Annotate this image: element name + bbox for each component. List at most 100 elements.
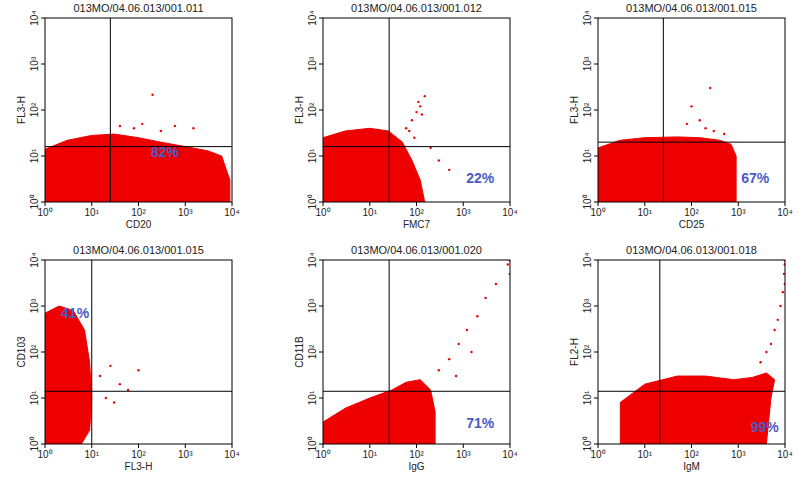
gate-line bbox=[659, 260, 660, 444]
y-tick bbox=[319, 64, 323, 65]
y-tick bbox=[319, 260, 323, 261]
x-tick-label: 10³ bbox=[456, 449, 471, 460]
panel-title: 013MO/04.06.013/001.015 bbox=[73, 244, 204, 256]
cell-cloud bbox=[323, 380, 435, 444]
event-point bbox=[192, 127, 194, 129]
event-point bbox=[408, 130, 410, 132]
cell-cloud bbox=[598, 137, 736, 202]
x-tick bbox=[323, 202, 324, 206]
x-axis-label: IgM bbox=[683, 461, 700, 472]
y-tick-label: 10² bbox=[29, 344, 40, 359]
x-tick bbox=[45, 444, 46, 448]
x-tick bbox=[598, 202, 599, 206]
x-tick bbox=[785, 202, 786, 206]
y-tick-label: 10⁴ bbox=[29, 252, 40, 267]
x-tick bbox=[510, 202, 511, 206]
y-tick bbox=[594, 444, 598, 445]
y-tick-label: 10⁰ bbox=[582, 436, 593, 451]
y-tick bbox=[594, 352, 598, 353]
x-tick bbox=[416, 444, 417, 448]
y-tick bbox=[41, 444, 45, 445]
x-axis-label: CD25 bbox=[679, 219, 705, 230]
x-tick-label: 10⁴ bbox=[777, 449, 792, 460]
panel-title: 013MO/04.06.013/001.018 bbox=[626, 244, 757, 256]
plot-frame bbox=[598, 18, 785, 202]
data-layer bbox=[620, 260, 785, 444]
x-axis-label: FL3-H bbox=[125, 461, 153, 472]
x-tick-label: 10¹ bbox=[638, 449, 653, 460]
event-point bbox=[119, 125, 121, 127]
y-tick-label: 10² bbox=[582, 102, 593, 117]
event-point bbox=[470, 351, 472, 353]
y-tick-label: 10⁴ bbox=[582, 10, 593, 25]
y-tick-label: 10³ bbox=[29, 298, 40, 313]
y-tick bbox=[41, 260, 45, 261]
x-tick-label: 10⁴ bbox=[502, 207, 517, 218]
gate-line bbox=[598, 142, 785, 143]
event-point bbox=[709, 87, 711, 89]
data-layer bbox=[45, 306, 140, 444]
gate-line bbox=[598, 391, 785, 392]
y-tick bbox=[41, 352, 45, 353]
event-point bbox=[448, 169, 450, 171]
event-point bbox=[455, 375, 457, 377]
event-point bbox=[765, 351, 767, 353]
y-tick bbox=[41, 398, 45, 399]
x-axis-label: CD20 bbox=[126, 219, 152, 230]
x-tick-label: 10³ bbox=[178, 207, 193, 218]
x-tick-label: 10⁴ bbox=[777, 207, 792, 218]
cell-cloud bbox=[323, 128, 425, 202]
x-tick-label: 10¹ bbox=[363, 207, 378, 218]
percent-annotation: 71% bbox=[466, 415, 495, 431]
y-tick bbox=[41, 64, 45, 65]
event-point bbox=[507, 263, 509, 265]
event-point bbox=[495, 283, 497, 285]
y-tick-label: 10⁰ bbox=[307, 436, 318, 451]
x-tick-label: 10³ bbox=[456, 207, 471, 218]
event-point bbox=[770, 343, 772, 345]
panel-title: 013MO/04.06.013/001.011 bbox=[73, 2, 203, 14]
panel-title: 013MO/04.06.013/001.020 bbox=[351, 244, 482, 256]
x-tick bbox=[463, 202, 464, 206]
x-tick bbox=[416, 202, 417, 206]
y-tick-label: 10¹ bbox=[582, 148, 593, 163]
y-tick-label: 10⁴ bbox=[307, 252, 318, 267]
x-axis-label: FMC7 bbox=[403, 219, 431, 230]
x-tick-label: 10¹ bbox=[363, 449, 378, 460]
data-layer bbox=[323, 260, 510, 444]
event-point bbox=[413, 136, 415, 138]
x-tick bbox=[91, 444, 92, 448]
event-point bbox=[424, 95, 426, 97]
panel: 013MO/04.06.013/001.01510⁰10¹10²10³10⁴10… bbox=[569, 2, 793, 230]
cell-cloud bbox=[45, 134, 230, 202]
gate-line bbox=[45, 391, 232, 392]
event-point bbox=[713, 130, 715, 132]
x-axis-label: IgG bbox=[408, 461, 424, 472]
y-tick-label: 10⁴ bbox=[582, 252, 593, 267]
panel-title: 013MO/04.06.013/001.012 bbox=[351, 2, 482, 14]
y-tick bbox=[594, 64, 598, 65]
event-point bbox=[417, 101, 419, 103]
x-tick-label: 10⁴ bbox=[224, 207, 239, 218]
y-tick bbox=[319, 352, 323, 353]
event-point bbox=[438, 369, 440, 371]
x-tick-label: 10² bbox=[684, 449, 699, 460]
x-tick-label: 10¹ bbox=[638, 207, 653, 218]
x-tick bbox=[232, 444, 233, 448]
gate-line bbox=[45, 146, 232, 147]
y-tick-label: 10¹ bbox=[307, 390, 318, 405]
event-point bbox=[127, 389, 129, 391]
event-point bbox=[723, 133, 725, 135]
y-tick-label: 10⁰ bbox=[307, 194, 318, 209]
x-tick-label: 10³ bbox=[178, 449, 193, 460]
y-tick-label: 10⁴ bbox=[29, 10, 40, 25]
gate-line bbox=[110, 18, 111, 202]
x-tick bbox=[463, 444, 464, 448]
event-point bbox=[419, 105, 421, 107]
x-tick-label: 10⁴ bbox=[224, 449, 239, 460]
event-point bbox=[773, 329, 775, 331]
data-layer bbox=[45, 94, 230, 202]
x-tick bbox=[785, 444, 786, 448]
x-tick bbox=[369, 444, 370, 448]
percent-annotation: 82% bbox=[151, 144, 180, 160]
